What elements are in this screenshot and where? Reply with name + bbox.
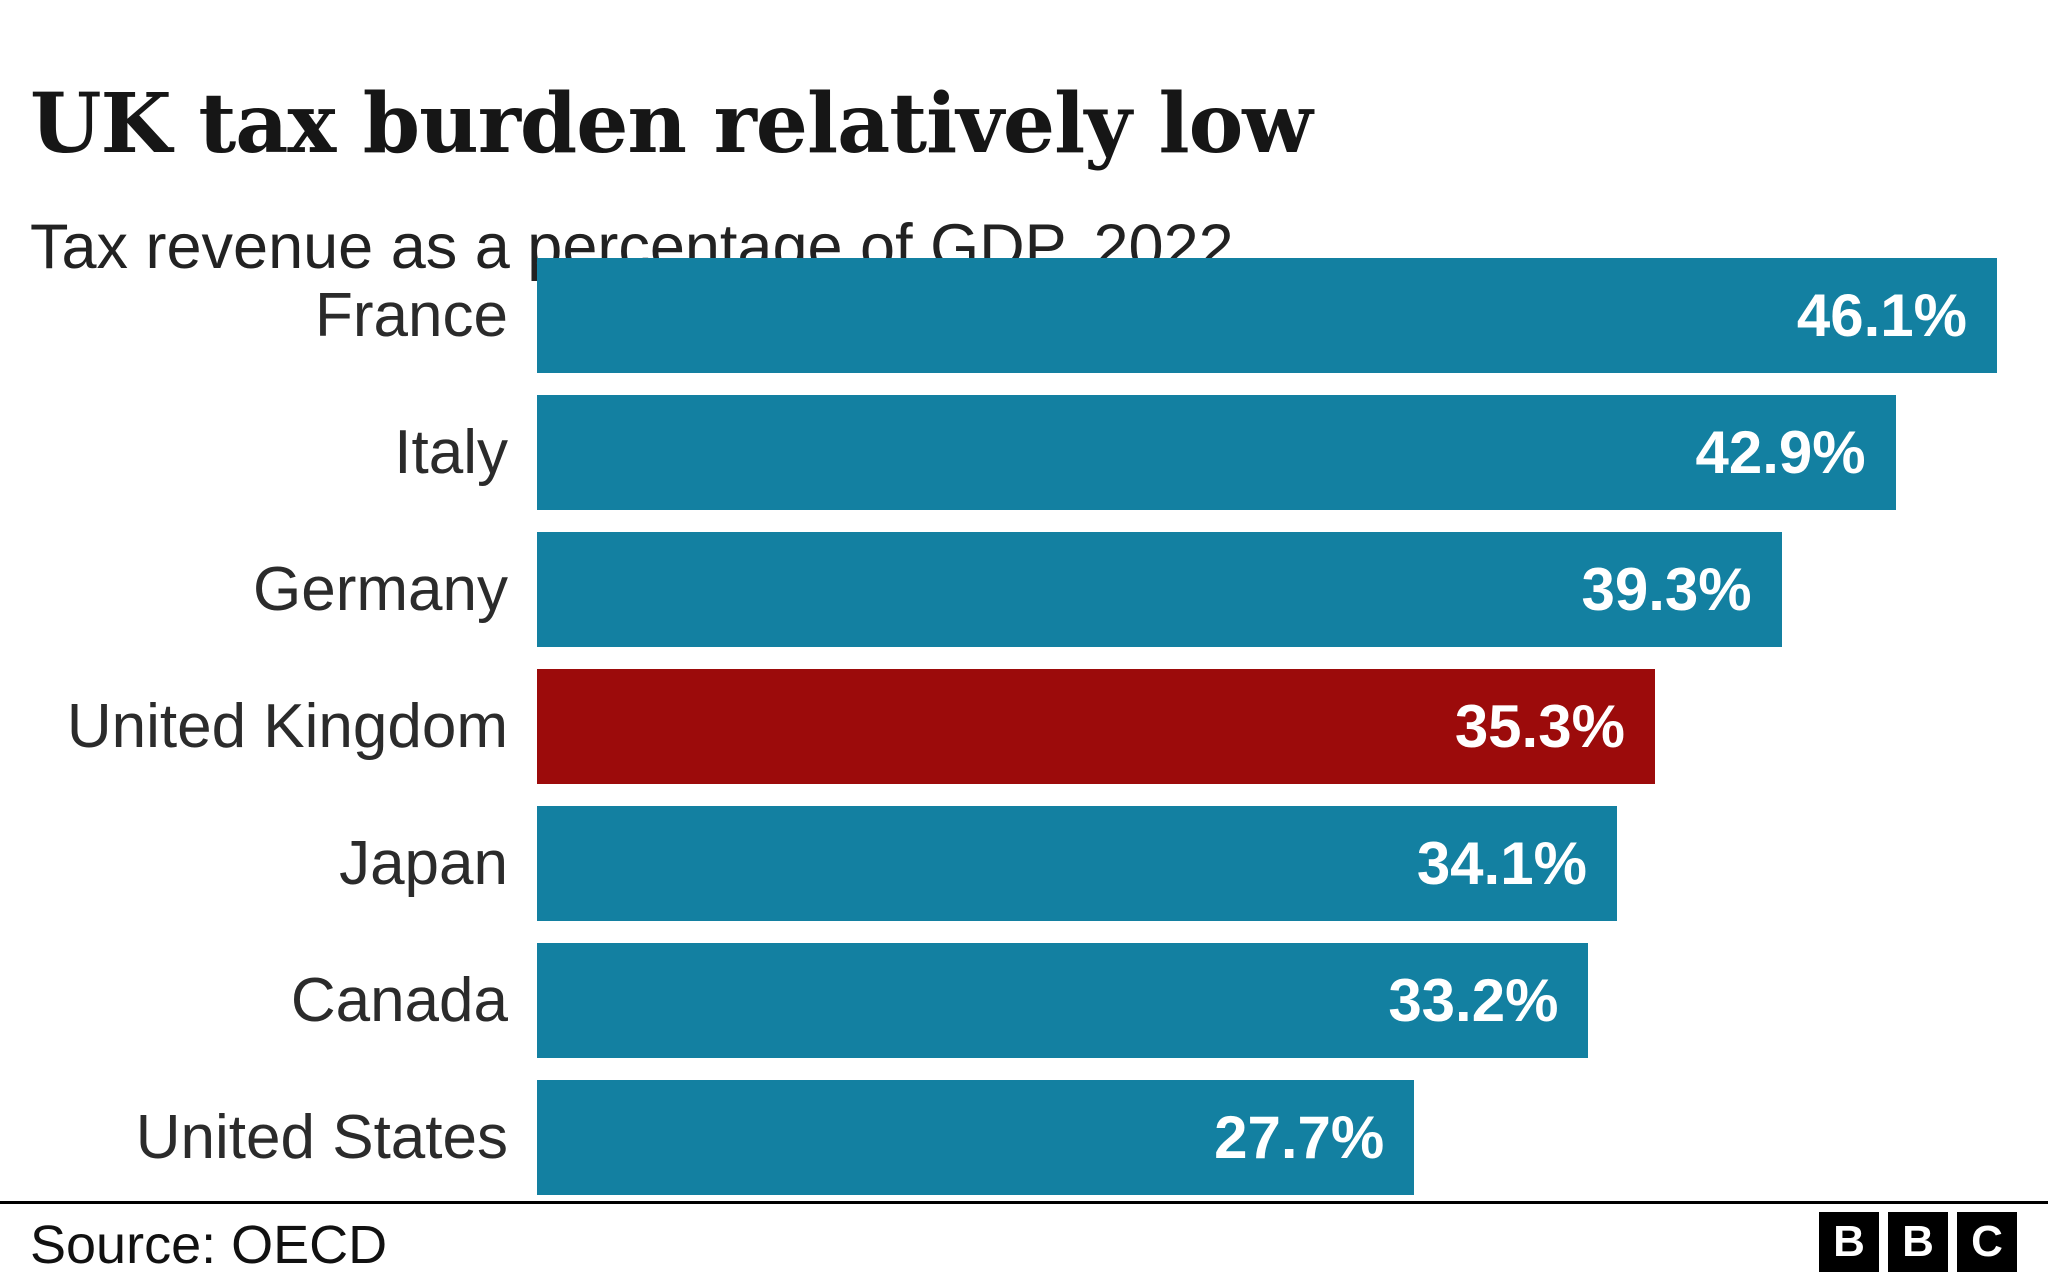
value-label: 34.1%: [1416, 830, 1587, 897]
bar-track: 42.9%: [537, 395, 1997, 510]
chart-row: Italy 42.9%: [0, 395, 2048, 510]
category-label: Italy: [394, 418, 508, 487]
value-label: 35.3%: [1454, 693, 1625, 760]
bbc-logo-block-3: C: [1957, 1212, 2017, 1272]
bar-chart: France 46.1% Italy 42.9% Germany 39.3% United …: [0, 258, 2048, 1217]
chart-row: Japan 34.1%: [0, 806, 2048, 921]
bar-track: 46.1%: [537, 258, 1997, 373]
chart-row: Germany 39.3%: [0, 532, 2048, 647]
category-label: Germany: [253, 555, 508, 624]
category-label: United Kingdom: [66, 692, 508, 761]
value-label: 27.7%: [1214, 1104, 1385, 1171]
bar-track: 27.7%: [537, 1080, 1997, 1195]
chart-row: United States 27.7%: [0, 1080, 2048, 1195]
bar-highlighted: 35.3%: [537, 669, 1655, 784]
chart-row: United Kingdom 35.3%: [0, 669, 2048, 784]
bar-track: 34.1%: [537, 806, 1997, 921]
bar: 46.1%: [537, 258, 1997, 373]
chart-row: Canada 33.2%: [0, 943, 2048, 1058]
value-label: 46.1%: [1796, 282, 1967, 349]
bar-track: 33.2%: [537, 943, 1997, 1058]
value-label: 39.3%: [1581, 556, 1752, 623]
bar-track: 39.3%: [537, 532, 1997, 647]
bar: 42.9%: [537, 395, 1896, 510]
value-label: 42.9%: [1695, 419, 1866, 486]
footer-divider: [0, 1201, 2048, 1204]
bar: 39.3%: [537, 532, 1782, 647]
bbc-logo-block-1: B: [1819, 1212, 1879, 1272]
chart-title: UK tax burden relatively low: [30, 75, 1313, 172]
bbc-logo-block-2: B: [1888, 1212, 1948, 1272]
category-label: Canada: [290, 966, 508, 1035]
category-label: Japan: [339, 829, 508, 898]
category-label: United States: [135, 1103, 508, 1172]
bbc-logo: B B C: [1819, 1212, 2017, 1272]
source-caption: Source: OECD: [30, 1215, 388, 1275]
bar: 34.1%: [537, 806, 1617, 921]
value-label: 33.2%: [1388, 967, 1559, 1034]
bar: 33.2%: [537, 943, 1589, 1058]
bar: 27.7%: [537, 1080, 1415, 1195]
chart-row: France 46.1%: [0, 258, 2048, 373]
category-label: France: [315, 281, 508, 350]
bar-track: 35.3%: [537, 669, 1997, 784]
